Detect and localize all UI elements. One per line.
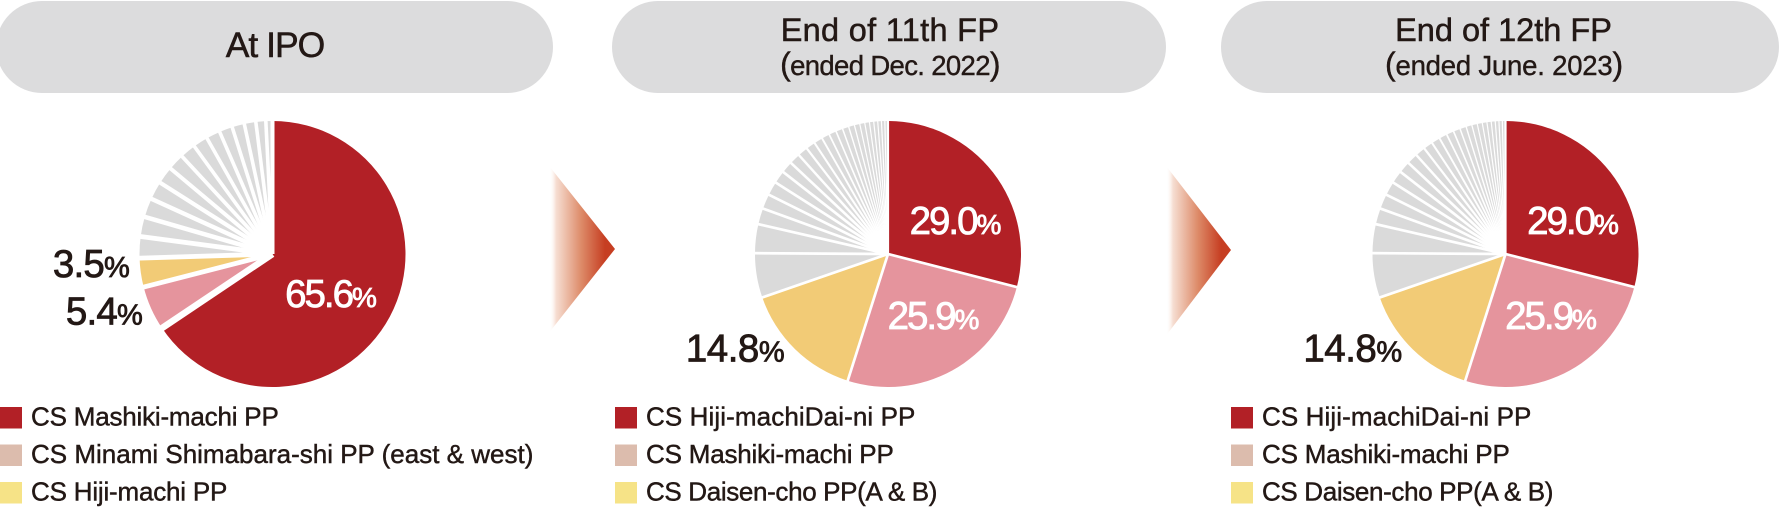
svg-text:CS Hiji-machi PP: CS Hiji-machi PP [31, 477, 227, 507]
svg-text:CS Mashiki-machi PP: CS Mashiki-machi PP [31, 402, 279, 432]
svg-text:CS Minami Shimabara-shi PP (ea: CS Minami Shimabara-shi PP (east & west) [31, 439, 533, 469]
svg-text:CS Hiji-machiDai-ni PP: CS Hiji-machiDai-ni PP [1262, 402, 1531, 432]
svg-text:End of 11th FP: End of 11th FP [781, 12, 1000, 48]
svg-text:(ended June. 2023): (ended June. 2023) [1385, 46, 1623, 82]
svg-text:CS Mashiki-machi PP: CS Mashiki-machi PP [646, 439, 894, 469]
svg-text:At IPO: At IPO [226, 25, 325, 65]
svg-text:CS Mashiki-machi PP: CS Mashiki-machi PP [1262, 439, 1510, 469]
svg-text:3.5%: 3.5% [53, 243, 129, 286]
svg-text:CS Daisen-cho PP(A & B): CS Daisen-cho PP(A & B) [646, 477, 937, 507]
svg-text:(ended Dec. 2022): (ended Dec. 2022) [780, 46, 1000, 82]
svg-text:CS Hiji-machiDai-ni PP: CS Hiji-machiDai-ni PP [646, 402, 915, 432]
svg-text:CS Daisen-cho PP(A & B): CS Daisen-cho PP(A & B) [1262, 477, 1553, 507]
svg-text:End of 12th FP: End of 12th FP [1395, 12, 1612, 48]
